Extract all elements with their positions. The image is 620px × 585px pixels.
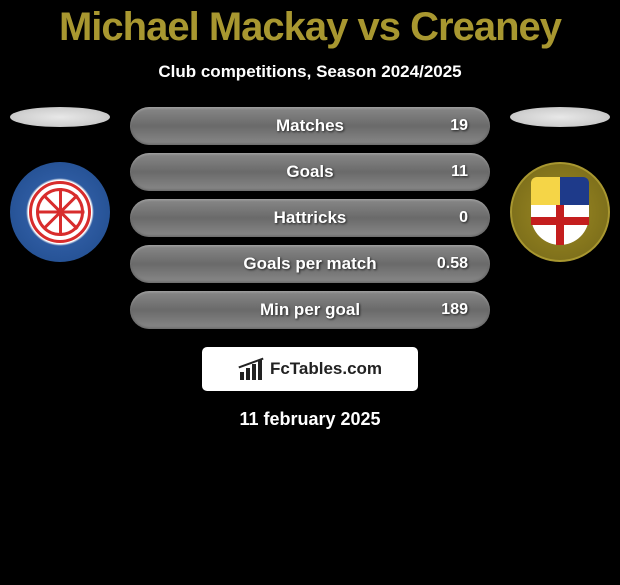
subtitle: Club competitions, Season 2024/2025 bbox=[0, 62, 620, 82]
stat-bar-hattricks: Hattricks 0 bbox=[130, 199, 490, 237]
stat-value: 0.58 bbox=[437, 255, 468, 273]
stat-value: 19 bbox=[450, 117, 468, 135]
title-vs: vs bbox=[358, 5, 401, 49]
title-player1: Michael Mackay bbox=[59, 5, 347, 49]
club-badge-hartlepool bbox=[10, 162, 110, 262]
comparison-card: Michael Mackay vs Creaney Club competiti… bbox=[0, 5, 620, 430]
stat-bar-min-per-goal: Min per goal 189 bbox=[130, 291, 490, 329]
page-title: Michael Mackay vs Creaney bbox=[0, 5, 620, 50]
stat-label: Goals per match bbox=[243, 254, 376, 274]
right-column bbox=[505, 107, 615, 262]
stat-bar-matches: Matches 19 bbox=[130, 107, 490, 145]
stat-label: Min per goal bbox=[260, 300, 360, 320]
stat-label: Hattricks bbox=[274, 208, 347, 228]
stat-label: Matches bbox=[276, 116, 344, 136]
main-row: Matches 19 Goals 11 Hattricks 0 Goals pe… bbox=[0, 107, 620, 430]
stat-value: 0 bbox=[459, 209, 468, 227]
club-badge-tamworth bbox=[510, 162, 610, 262]
left-column bbox=[5, 107, 115, 262]
stat-value: 11 bbox=[451, 163, 468, 181]
chart-icon bbox=[238, 358, 264, 380]
date-line: 11 february 2025 bbox=[130, 409, 490, 430]
badge-shield-icon bbox=[531, 177, 589, 247]
stat-value: 189 bbox=[441, 301, 468, 319]
stat-bar-goals-per-match: Goals per match 0.58 bbox=[130, 245, 490, 283]
brand-attribution[interactable]: FcTables.com bbox=[202, 347, 418, 391]
stat-label: Goals bbox=[286, 162, 333, 182]
stats-column: Matches 19 Goals 11 Hattricks 0 Goals pe… bbox=[115, 107, 505, 430]
badge-wheel-icon bbox=[29, 181, 91, 243]
player1-silhouette bbox=[10, 107, 110, 127]
player2-silhouette bbox=[510, 107, 610, 127]
brand-text: FcTables.com bbox=[270, 359, 382, 379]
stat-bar-goals: Goals 11 bbox=[130, 153, 490, 191]
title-player2: Creaney bbox=[410, 5, 561, 49]
